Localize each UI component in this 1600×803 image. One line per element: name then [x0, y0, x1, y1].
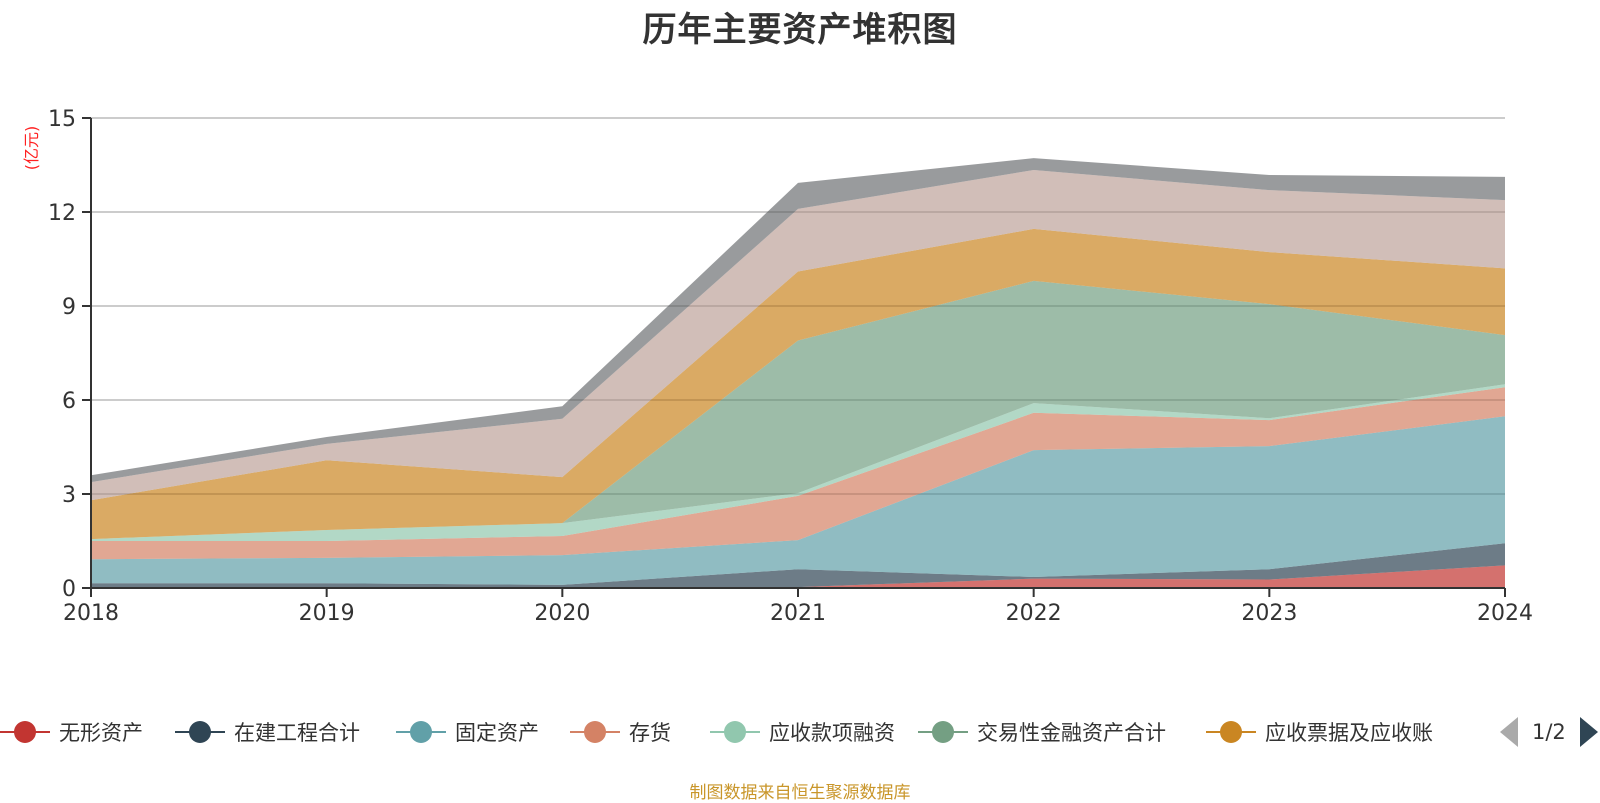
legend-marker-icon — [0, 720, 50, 744]
area-2[interactable] — [91, 543, 1505, 588]
legend-pager: 1/2 — [1500, 712, 1598, 752]
legend-marker-icon — [918, 720, 968, 744]
triangle-left-icon[interactable] — [1500, 717, 1518, 747]
y-tick-label: 12 — [48, 201, 76, 226]
area-9[interactable] — [91, 158, 1505, 483]
legend-marker-icon — [396, 720, 446, 744]
legend-item[interactable]: 交易性金融资产合计 — [918, 712, 1166, 752]
legend-dot — [724, 721, 746, 743]
legend-marker-icon — [1206, 720, 1256, 744]
legend-item[interactable]: 存货 — [570, 712, 671, 752]
area-series — [91, 117, 1505, 588]
legend-page-indicator: 1/2 — [1532, 720, 1566, 744]
area-8[interactable] — [91, 170, 1505, 501]
y-tick-label: 6 — [62, 389, 76, 414]
x-tick-label: 2021 — [770, 601, 826, 626]
legend: 无形资产 在建工程合计 固定资产 存货 应收款项融资 交易性金融资产合计 应收票据及应收账 … — [0, 712, 1600, 752]
legend-item[interactable]: 应收票据及应收账 — [1206, 712, 1433, 752]
x-tick-label: 2024 — [1477, 601, 1533, 626]
triangle-right-icon[interactable] — [1579, 717, 1598, 747]
legend-marker-icon — [710, 720, 760, 744]
legend-item[interactable]: 应收款项融资 — [710, 712, 895, 752]
legend-label: 交易性金融资产合计 — [977, 721, 1166, 745]
legend-label: 无形资产 — [59, 721, 143, 745]
chart-title: 历年主要资产堆积图 — [642, 10, 958, 50]
area-4[interactable] — [91, 387, 1505, 560]
data-source-note: 制图数据来自恒生聚源数据库 — [689, 783, 911, 803]
legend-dot — [932, 721, 954, 743]
x-tick-label: 2019 — [299, 601, 355, 626]
legend-dot — [14, 721, 36, 743]
legend-label: 固定资产 — [455, 721, 539, 745]
y-tick-label: 15 — [48, 107, 76, 132]
area-6[interactable] — [91, 280, 1505, 540]
legend-item[interactable]: 在建工程合计 — [175, 712, 360, 752]
x-tick-label: 2020 — [534, 601, 590, 626]
area-3[interactable] — [91, 416, 1505, 585]
legend-label: 存货 — [629, 721, 671, 745]
area-1[interactable] — [91, 565, 1505, 588]
legend-marker-icon — [175, 720, 225, 744]
y-tick-label: 3 — [62, 483, 76, 508]
legend-dot — [410, 721, 432, 743]
legend-label: 应收款项融资 — [769, 721, 895, 745]
legend-dot — [1220, 721, 1242, 743]
y-tick-label: 9 — [62, 295, 76, 320]
legend-label: 在建工程合计 — [234, 721, 360, 745]
stacked-area-chart: 0 3 6 9 12 15 2018 2019 2020 2021 2022 2023 2024 — [48, 107, 1533, 626]
legend-label: 应收票据及应收账 — [1265, 721, 1433, 745]
area-7[interactable] — [91, 228, 1505, 540]
x-tick-label: 2018 — [63, 601, 119, 626]
x-tick-label: 2023 — [1241, 601, 1297, 626]
legend-marker-icon — [570, 720, 620, 744]
legend-dot — [189, 721, 211, 743]
y-tick-label: 0 — [62, 577, 76, 602]
legend-item[interactable]: 无形资产 — [0, 712, 143, 752]
axes: 0 3 6 9 12 15 2018 2019 2020 2021 2022 2023 2024 — [48, 107, 1533, 626]
x-tick-label: 2022 — [1006, 601, 1062, 626]
legend-dot — [584, 721, 606, 743]
legend-item[interactable]: 固定资产 — [396, 712, 539, 752]
